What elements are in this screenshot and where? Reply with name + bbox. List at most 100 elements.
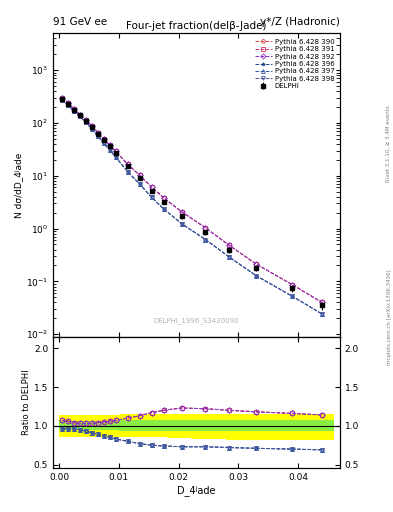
Pythia 6.428 396 xyxy=(320,311,324,317)
Pythia 6.428 392 xyxy=(227,242,232,248)
Pythia 6.428 390 xyxy=(95,130,100,136)
Pythia 6.428 391 xyxy=(161,195,166,201)
Pythia 6.428 392 xyxy=(107,142,112,148)
Pythia 6.428 398 xyxy=(66,102,70,108)
Pythia 6.428 392 xyxy=(95,130,100,136)
Pythia 6.428 392 xyxy=(149,184,154,190)
Pythia 6.428 390 xyxy=(77,112,82,118)
Line: Pythia 6.428 392: Pythia 6.428 392 xyxy=(60,96,324,305)
Text: Rivet 3.1.10, ≥ 3.4M events: Rivet 3.1.10, ≥ 3.4M events xyxy=(386,105,391,182)
Pythia 6.428 391 xyxy=(95,130,100,136)
Pythia 6.428 398 xyxy=(84,119,88,125)
Line: Pythia 6.428 396: Pythia 6.428 396 xyxy=(60,98,324,316)
Pythia 6.428 390 xyxy=(60,95,64,101)
Pythia 6.428 396 xyxy=(138,181,142,187)
Pythia 6.428 390 xyxy=(72,106,76,112)
Pythia 6.428 396 xyxy=(84,119,88,125)
Legend: Pythia 6.428 390, Pythia 6.428 391, Pythia 6.428 392, Pythia 6.428 396, Pythia 6: Pythia 6.428 390, Pythia 6.428 391, Pyth… xyxy=(252,37,336,91)
Pythia 6.428 397 xyxy=(149,195,154,201)
Pythia 6.428 391 xyxy=(90,123,94,129)
Pythia 6.428 392 xyxy=(90,123,94,129)
Pythia 6.428 398 xyxy=(114,154,118,160)
Pythia 6.428 391 xyxy=(254,261,259,267)
Pythia 6.428 398 xyxy=(161,206,166,212)
Pythia 6.428 390 xyxy=(125,161,130,167)
Pythia 6.428 390 xyxy=(138,173,142,179)
Pythia 6.428 397 xyxy=(320,311,324,317)
Y-axis label: N dσ/dD_4ʲade: N dσ/dD_4ʲade xyxy=(14,152,23,218)
Pythia 6.428 396 xyxy=(149,195,154,201)
Pythia 6.428 390 xyxy=(101,136,106,142)
Pythia 6.428 398 xyxy=(254,273,259,279)
Pythia 6.428 396 xyxy=(161,206,166,212)
Line: Pythia 6.428 390: Pythia 6.428 390 xyxy=(60,96,324,305)
Pythia 6.428 396 xyxy=(107,147,112,153)
Pythia 6.428 396 xyxy=(125,168,130,175)
Pythia 6.428 398 xyxy=(290,293,294,299)
Pythia 6.428 390 xyxy=(149,184,154,190)
Pythia 6.428 397 xyxy=(138,181,142,187)
Pythia 6.428 397 xyxy=(90,126,94,132)
Pythia 6.428 390 xyxy=(114,148,118,155)
Pythia 6.428 392 xyxy=(101,136,106,142)
Pythia 6.428 392 xyxy=(254,261,259,267)
Pythia 6.428 398 xyxy=(179,221,184,227)
Pythia 6.428 392 xyxy=(138,173,142,179)
Pythia 6.428 398 xyxy=(60,97,64,103)
Pythia 6.428 398 xyxy=(320,311,324,317)
Pythia 6.428 397 xyxy=(107,147,112,153)
Pythia 6.428 391 xyxy=(227,242,232,248)
Pythia 6.428 398 xyxy=(203,237,208,243)
Pythia 6.428 391 xyxy=(77,112,82,118)
Pythia 6.428 391 xyxy=(203,225,208,231)
Pythia 6.428 397 xyxy=(290,293,294,299)
Pythia 6.428 396 xyxy=(254,273,259,279)
Pythia 6.428 392 xyxy=(320,300,324,306)
Line: Pythia 6.428 397: Pythia 6.428 397 xyxy=(60,98,324,316)
Pythia 6.428 390 xyxy=(90,123,94,129)
Pythia 6.428 391 xyxy=(125,161,130,167)
Pythia 6.428 397 xyxy=(179,221,184,227)
Pythia 6.428 397 xyxy=(77,113,82,119)
Pythia 6.428 396 xyxy=(95,133,100,139)
Pythia 6.428 398 xyxy=(90,126,94,132)
Title: Four-jet fraction(delβ-Jade): Four-jet fraction(delβ-Jade) xyxy=(126,21,267,31)
Pythia 6.428 398 xyxy=(227,254,232,260)
Pythia 6.428 390 xyxy=(227,242,232,248)
Pythia 6.428 392 xyxy=(203,225,208,231)
Pythia 6.428 391 xyxy=(84,117,88,123)
X-axis label: D_4ʲade: D_4ʲade xyxy=(177,485,216,496)
Pythia 6.428 398 xyxy=(149,195,154,201)
Pythia 6.428 398 xyxy=(77,113,82,119)
Text: DELPHI_1996_S3430090: DELPHI_1996_S3430090 xyxy=(154,318,239,325)
Pythia 6.428 391 xyxy=(60,95,64,101)
Pythia 6.428 398 xyxy=(138,181,142,187)
Pythia 6.428 392 xyxy=(84,117,88,123)
Pythia 6.428 396 xyxy=(77,113,82,119)
Pythia 6.428 397 xyxy=(227,254,232,260)
Pythia 6.428 396 xyxy=(114,154,118,160)
Pythia 6.428 397 xyxy=(72,108,76,114)
Pythia 6.428 396 xyxy=(90,126,94,132)
Pythia 6.428 398 xyxy=(101,140,106,146)
Pythia 6.428 392 xyxy=(72,106,76,112)
Pythia 6.428 392 xyxy=(290,282,294,288)
Line: Pythia 6.428 391: Pythia 6.428 391 xyxy=(60,96,324,305)
Pythia 6.428 397 xyxy=(203,237,208,243)
Pythia 6.428 397 xyxy=(254,273,259,279)
Pythia 6.428 391 xyxy=(101,136,106,142)
Pythia 6.428 397 xyxy=(84,119,88,125)
Pythia 6.428 391 xyxy=(114,148,118,155)
Pythia 6.428 391 xyxy=(66,99,70,105)
Pythia 6.428 398 xyxy=(95,133,100,139)
Pythia 6.428 396 xyxy=(66,102,70,108)
Pythia 6.428 396 xyxy=(203,237,208,243)
Pythia 6.428 392 xyxy=(60,95,64,101)
Pythia 6.428 396 xyxy=(101,140,106,146)
Pythia 6.428 391 xyxy=(320,300,324,306)
Pythia 6.428 391 xyxy=(290,282,294,288)
Pythia 6.428 398 xyxy=(72,108,76,114)
Pythia 6.428 396 xyxy=(60,97,64,103)
Pythia 6.428 392 xyxy=(77,112,82,118)
Pythia 6.428 392 xyxy=(114,148,118,155)
